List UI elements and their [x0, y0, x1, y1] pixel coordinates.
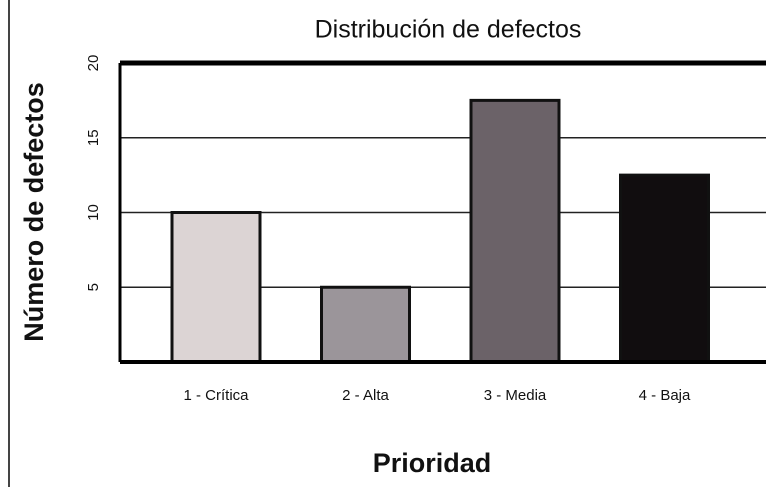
y-tick-label: 5 — [85, 283, 102, 291]
y-tick-label: 20 — [85, 55, 102, 72]
y-tick-label: 15 — [85, 129, 102, 146]
x-tick-label: 4 - Baja — [639, 387, 691, 404]
x-tick-label: 1 - Crítica — [183, 387, 249, 404]
y-tick-label: 10 — [85, 204, 102, 221]
x-tick-label: 3 - Media — [484, 387, 547, 404]
chart-title: Distribución de defectos — [315, 16, 582, 44]
bar — [469, 98, 561, 364]
y-axis-label: Número de defectos — [19, 82, 49, 342]
x-axis-label: Prioridad — [373, 448, 492, 478]
bar — [619, 173, 710, 364]
bar — [320, 285, 411, 364]
x-tick-label: 2 - Alta — [342, 387, 389, 404]
bar — [170, 211, 262, 364]
